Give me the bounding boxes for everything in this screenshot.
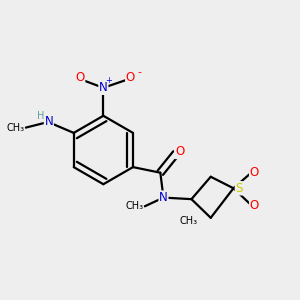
Text: +: + xyxy=(105,76,112,85)
Text: O: O xyxy=(126,71,135,84)
Text: O: O xyxy=(250,199,259,212)
Text: S: S xyxy=(236,182,243,195)
Text: N: N xyxy=(159,191,168,204)
Text: -: - xyxy=(137,67,141,77)
Text: N: N xyxy=(44,115,53,128)
Text: CH₃: CH₃ xyxy=(6,123,25,133)
Text: O: O xyxy=(75,71,85,84)
Text: N: N xyxy=(99,81,108,94)
Text: CH₃: CH₃ xyxy=(180,216,198,226)
Text: H: H xyxy=(37,111,44,121)
Text: O: O xyxy=(250,166,259,179)
Text: O: O xyxy=(175,146,184,158)
Text: CH₃: CH₃ xyxy=(125,201,143,211)
